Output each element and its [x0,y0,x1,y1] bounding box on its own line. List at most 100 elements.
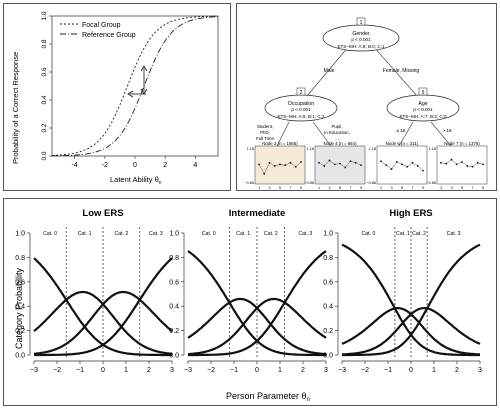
leaf-point [380,160,382,163]
leaf-xtick-label: 5 [279,186,281,190]
ers-ytick-label: 0.2 [323,328,333,335]
leaf-ymin: −0.86 [426,181,436,185]
ers-panel: Low ERS 0.0 0.2 0.4 0.6 0.8 1.0 −3 −2 −1 0 1 2 3 Cat. … [3,198,497,406]
leaf-point [268,161,271,164]
icc-xtick-label: -4 [72,162,78,169]
leaf-xtick-label: 7 [411,186,413,190]
icc-panel: -4 -2 0 2 4 0.0 0.2 0.4 0.6 0.8 1.0 Focal Group Re… [3,3,231,191]
ers-charts: Low ERS 0.0 0.2 0.4 0.6 0.8 1.0 −3 −2 −1 0 1 2 3 Cat. … [14,208,482,403]
icc-xlabel: Latent Ability θn [110,175,162,186]
leaf-point [461,161,463,163]
ers-category-label: Cat. 2 [114,231,128,237]
ers-xtick-label: 0 [101,367,105,374]
tree-leaf-node: Node 6 (n = 311) 1.18 −0.86 1 3 5 7 9 [366,141,428,190]
ers-category-label: Cat. 3 [149,231,163,237]
tree-node-root-var: Gender [352,31,370,37]
leaf-point [482,163,484,166]
leaf-xtick-label: 9 [360,186,362,190]
leaf-point [294,165,297,168]
leaf-point [333,163,336,166]
icc-ytick-label: 0.0 [41,151,48,160]
edge-root-left [306,45,350,97]
ers-ytick-label: 0.2 [15,328,25,335]
ers-xtick-label: 0 [255,367,259,374]
leaf-xtick-label: 7 [349,186,351,190]
leaf-xtick-label: 7 [289,186,291,190]
ers-ytick-label: 0.8 [323,255,333,262]
edge-root-right-label: Female, Missing [383,68,420,74]
ers-ytick-label: 0.0 [15,353,25,360]
tree-node-occupation-ets: ETS−MH: A:6; B:1; C:2 [277,114,325,119]
ers-xtick-label: −1 [384,367,392,374]
leaf-point [455,163,458,166]
edge-node2-right [312,121,332,147]
tree-node-root-p: p < 0.001 [351,37,371,42]
ers-plot-2: Intermediate 0.0 0.2 0.4 0.6 0.8 1.0 −3 −2 −1 0 1 2 3… [169,208,328,374]
dif-vertical-arrowhead-top [140,65,148,72]
ers-category-curve-2 [342,307,481,356]
leaf-point [471,165,474,168]
ers-ytick-label: 0.6 [323,279,333,286]
leaf-point [284,164,287,167]
leaf-xtick-label: 3 [268,186,270,190]
icc-ytick-label: 0.8 [41,39,48,48]
ers-xtick-label: −2 [361,367,369,374]
leaf-xtick-label: 1 [318,186,320,190]
icc-xtick-label: 4 [193,162,197,169]
leaf-xtick-label: 1 [380,186,382,190]
icc-chart: -4 -2 0 2 4 0.0 0.2 0.4 0.6 0.8 1.0 Focal Group Re… [11,11,219,186]
leaf-point [258,163,260,166]
edge-node2-left [276,121,290,147]
edge-node2-left-label-3: Full Time [256,136,274,141]
ers-xlabel: Person Parameter θn [226,391,310,403]
leaf-point [344,166,347,169]
leaf-point [323,165,326,167]
leaf-xtick-label: 5 [461,186,463,190]
ers-xtick-label: −2 [207,367,215,374]
ers-ytick-label: 0.4 [323,304,333,311]
icc-xtick-label: 2 [163,162,167,169]
tree-node-age-p: p < 0.001 [413,107,433,112]
ers-category-curve-2 [188,297,327,356]
leaf-ymax: 1.18 [369,147,376,151]
ers-xtick-label: −3 [30,367,38,374]
ers-category-label: Cat. 0 [43,231,57,237]
tree-node-occupation-id-box [296,87,306,96]
leaf-label: Node 7 (n = 1378) [444,141,480,146]
tree-node-root-ets: ETS−MH: A:8; B:0; C:1 [337,44,385,49]
leaf-xtick-label: 3 [328,186,330,190]
leaf-point [279,163,281,166]
ers-plot-title: Low ERS [82,208,123,219]
leaf-point [411,161,414,164]
leaf-point [390,168,393,170]
ers-category-curve-3 [342,243,481,357]
leaf-xtick-label: 1 [440,186,442,190]
ers-category-label: Cat. 1 [78,231,92,237]
leaf-plot-frame [314,145,366,185]
leaf-point [406,165,409,168]
leaf-point [385,164,388,167]
icc-ytick-label: 0.4 [41,95,48,104]
leaf-point [395,161,398,163]
ers-ytick-label: 0.6 [169,279,179,286]
icc-ytick-label: 1.0 [41,11,48,20]
icc-xtick-label: -2 [102,162,108,169]
leaf-ymin: −0.86 [244,181,254,185]
leaf-point [360,164,362,167]
legend-focal-label: Focal Group [82,22,121,29]
ers-xtick-label: 1 [278,367,282,374]
edge-node5-left-label: ≤ 18 [397,128,406,133]
leaf-point [289,161,292,164]
tree-node-occupation-id: 2 [300,90,303,96]
icc-curve-focal [52,15,218,156]
leaf-ymax: 1.18 [307,147,314,151]
edge-node5-right [430,121,452,147]
ers-plot-title: Intermediate [229,208,286,219]
edge-root-right [372,45,418,97]
ers-category-label: Cat. 3 [298,231,312,237]
tree-node-occupation-p: p < 0.001 [291,107,311,112]
ers-plot-3: High ERS 0.0 0.2 0.4 0.6 0.8 1.0 −3 −2 −1 0 1 2 3 Cat.… [323,208,482,374]
leaf-point [401,163,403,166]
tree-leaf-node: Node 3 (n = 1866) 1.18 −0.86 1 3 5 7 9 [244,141,306,190]
icc-ytick-label: 0.2 [41,123,48,132]
